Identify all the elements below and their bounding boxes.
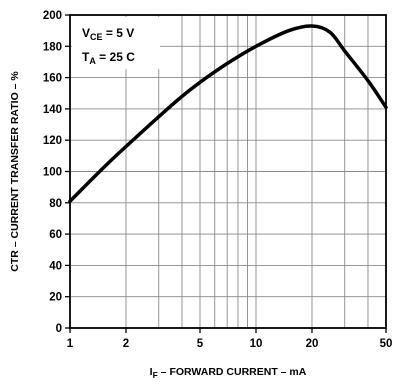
y-tick-label: 100 [43,167,62,179]
y-tick-label: 40 [49,260,62,272]
axis-ticks [65,14,387,333]
x-tick-label: 20 [306,338,319,350]
x-tick-label: 5 [197,338,204,350]
y-tick-label: 140 [43,104,62,116]
y-tick-label: 0 [56,323,62,335]
y-tick-label: 200 [43,10,62,22]
y-tick-label: 180 [43,41,62,53]
y-tick-label: 120 [43,135,62,147]
y-axis-title: CTR – CURRENT TRANSFER RATIO – % [9,71,21,272]
annotation-background [72,17,160,69]
x-axis-title: IF – FORWARD CURRENT – mA [150,366,307,380]
y-tick-label: 80 [49,198,62,210]
x-tick-label: 10 [250,338,263,350]
x-tick-label: 2 [123,338,129,350]
y-tick-label: 20 [49,292,62,304]
x-tick-labels: 1 2 5 10 20 50 [67,338,393,350]
y-tick-labels: 0 20 40 60 80 100 120 140 160 180 200 [43,10,62,335]
y-tick-label: 160 [43,73,62,85]
annotation-box: VCE = 5 V TA = 25 C [72,17,160,69]
y-tick-label: 60 [49,229,62,241]
ctr-curve [68,24,388,203]
x-tick-label: 1 [67,338,74,350]
annotation-vce: VCE = 5 V [82,26,134,42]
annotation-ta: TA = 25 C [82,50,135,66]
x-tick-label: 50 [380,338,393,350]
